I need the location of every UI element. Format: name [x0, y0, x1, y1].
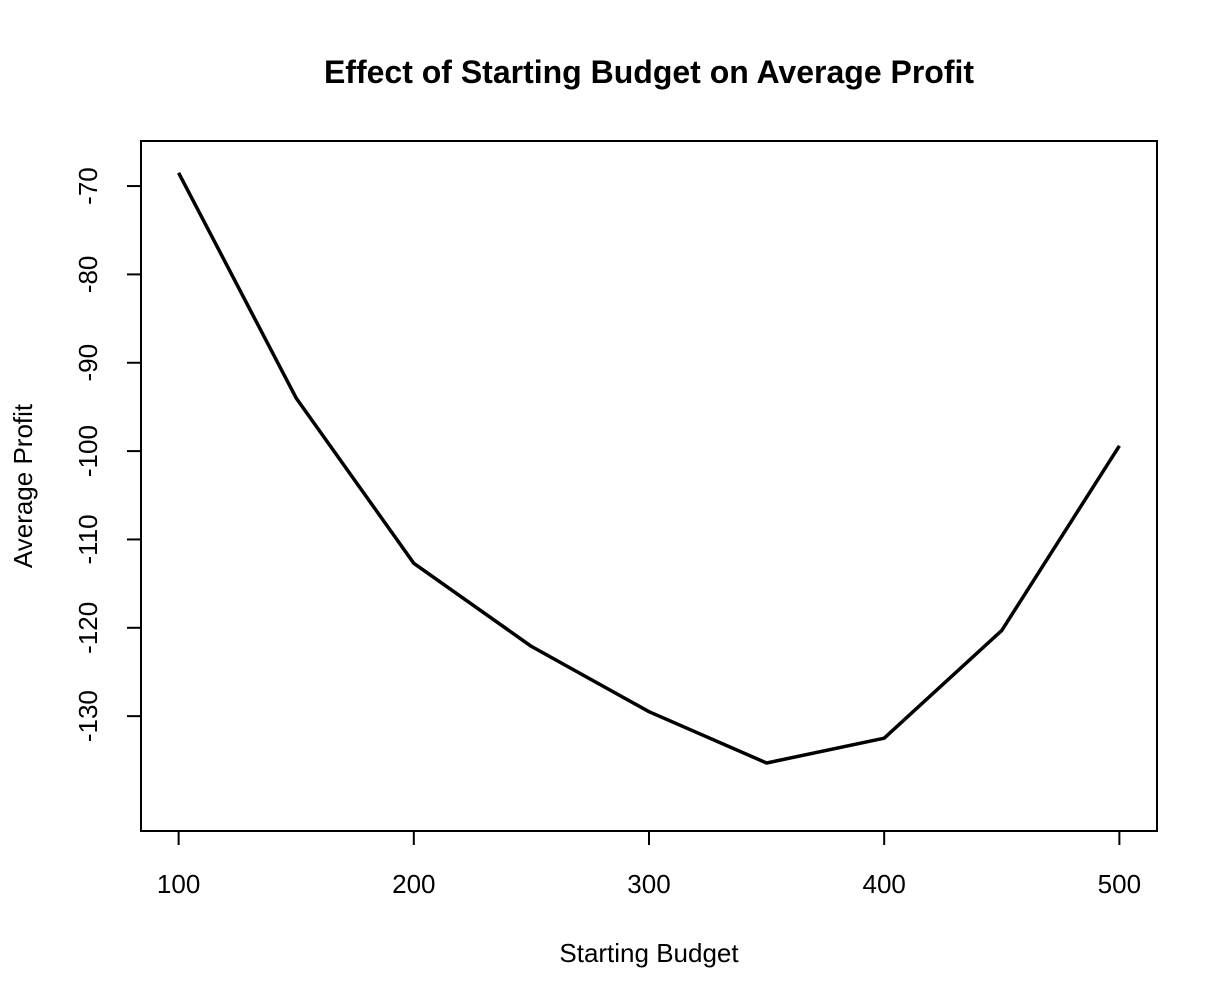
x-tick-label: 200	[392, 869, 435, 899]
y-tick-label: -110	[73, 514, 103, 564]
chart-title: Effect of Starting Budget on Average Pro…	[324, 54, 974, 90]
x-tick-label: 100	[157, 869, 200, 899]
y-tick-label: -130	[73, 690, 103, 742]
series-line	[177, 171, 1121, 765]
y-tick-label: -80	[73, 256, 103, 294]
y-tick-label: -90	[73, 344, 103, 382]
x-tick-label: 400	[862, 869, 905, 899]
x-tick-label: 500	[1098, 869, 1141, 899]
y-axis: -70 -80 -90 -100 -110 -120 -130	[73, 167, 141, 742]
x-axis: 100 200 300 400 500	[157, 831, 1141, 899]
y-tick-label: -70	[73, 167, 103, 205]
x-axis-label: Starting Budget	[559, 938, 739, 968]
y-axis-label: Average Profit	[8, 403, 38, 568]
series-group	[177, 171, 1121, 765]
plot-area-frame	[140, 140, 1158, 832]
y-tick-label: -100	[73, 425, 103, 477]
y-tick-label: -120	[73, 602, 103, 654]
x-tick-label: 300	[627, 869, 670, 899]
